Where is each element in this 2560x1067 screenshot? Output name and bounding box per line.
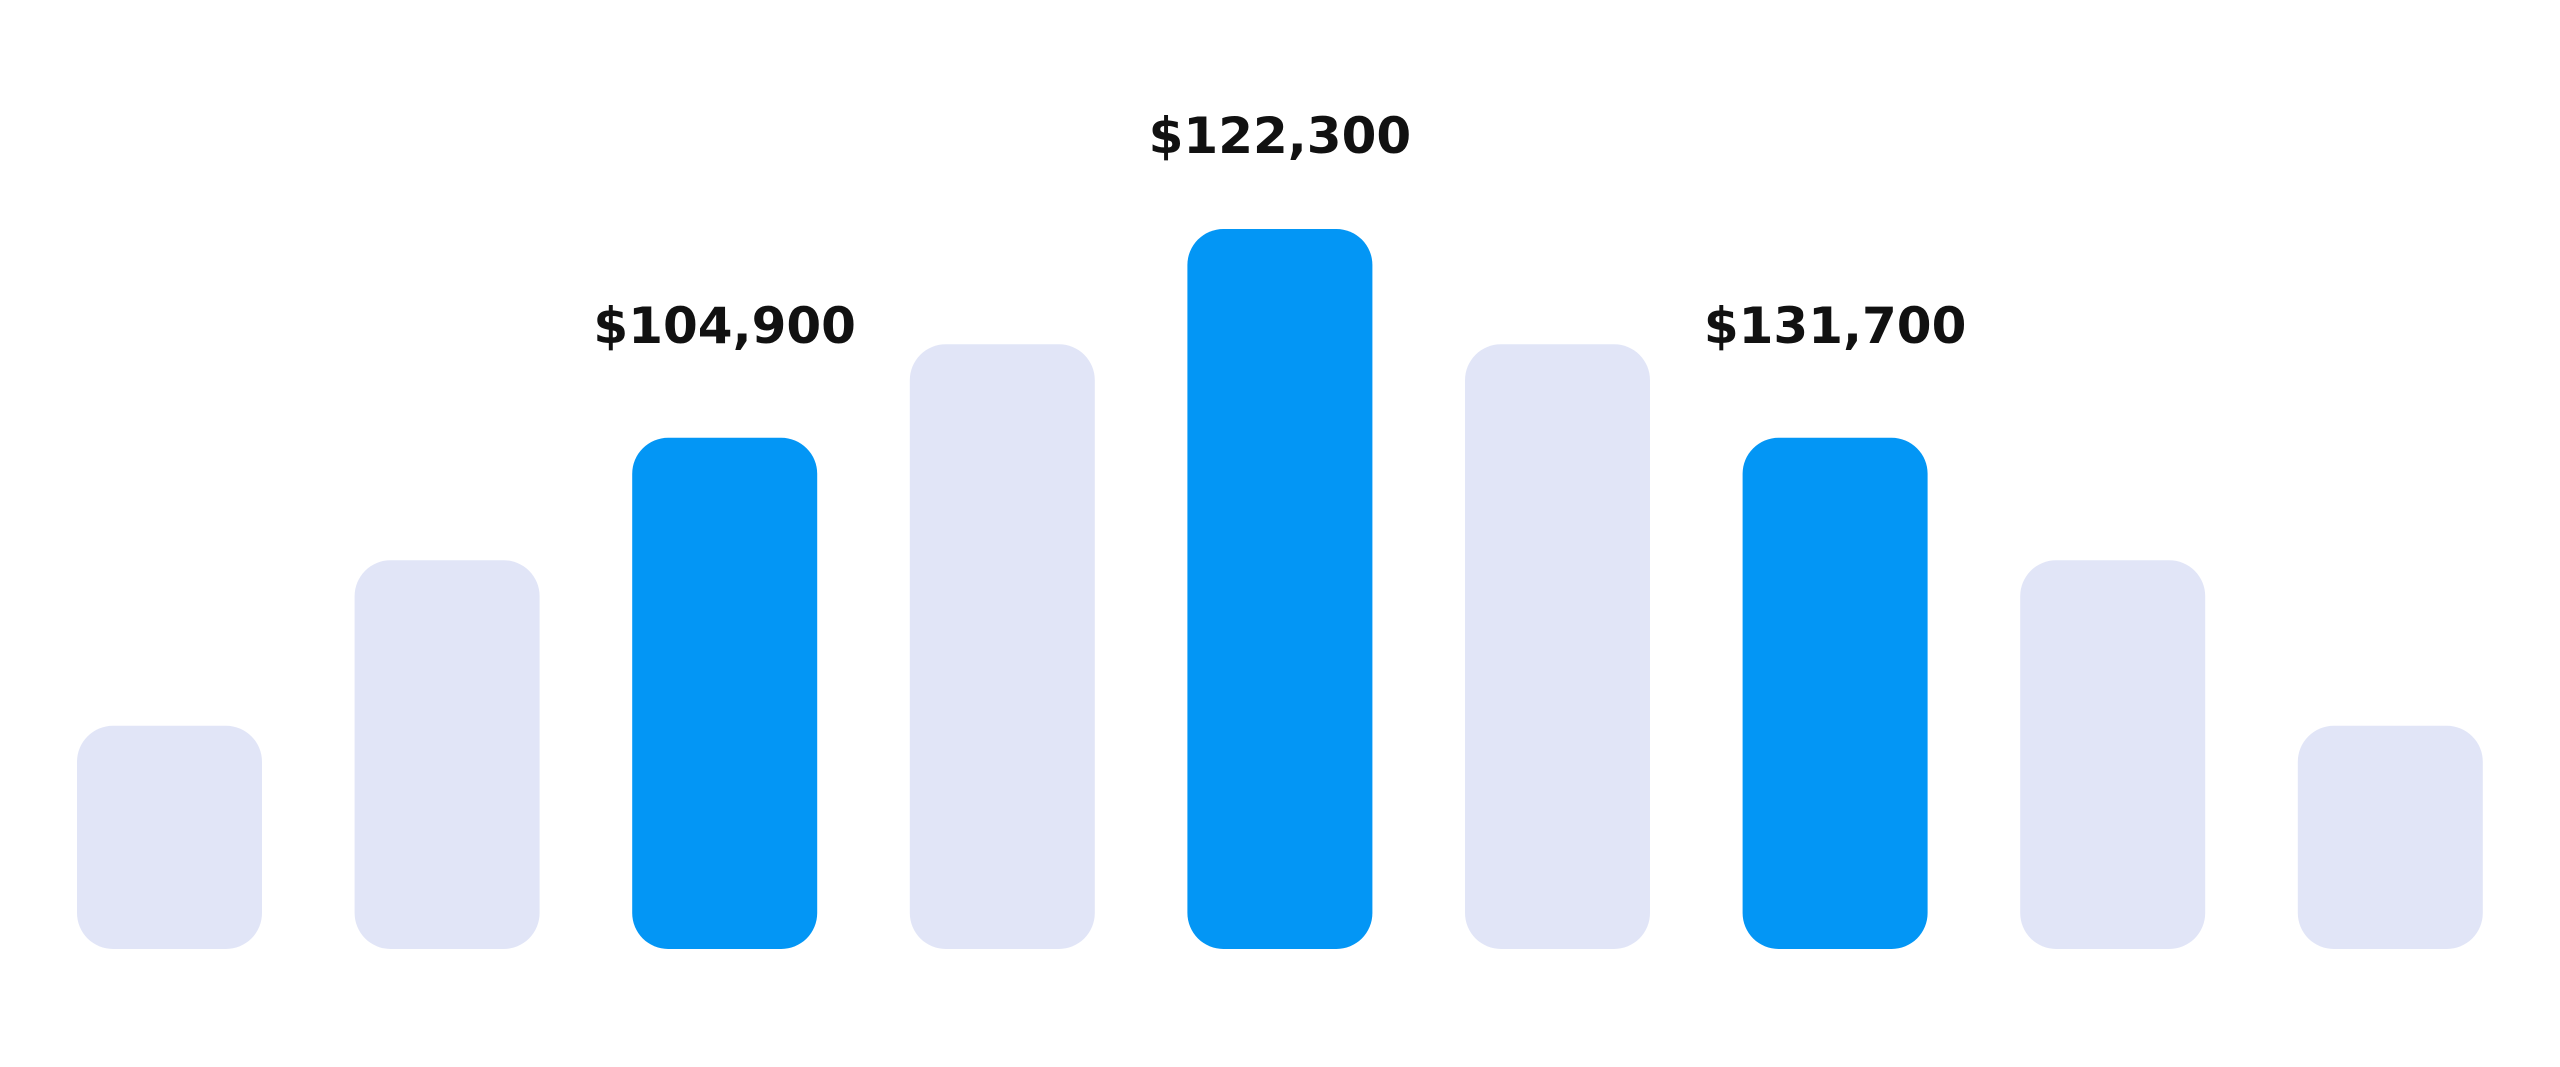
bar-6 [1465,344,1650,949]
bar-3 [632,437,818,949]
bar-4 [909,344,1095,949]
bar-2 [354,560,540,949]
data-label-5: $122,300 [1149,107,1412,165]
bar-5 [1187,229,1373,949]
bar-9 [2297,725,2483,949]
bar-7 [1742,437,1928,949]
bar-1 [77,725,262,949]
data-label-7: $131,700 [1704,297,1967,355]
data-label-3: $104,900 [593,297,856,355]
bar-8 [2020,560,2206,949]
